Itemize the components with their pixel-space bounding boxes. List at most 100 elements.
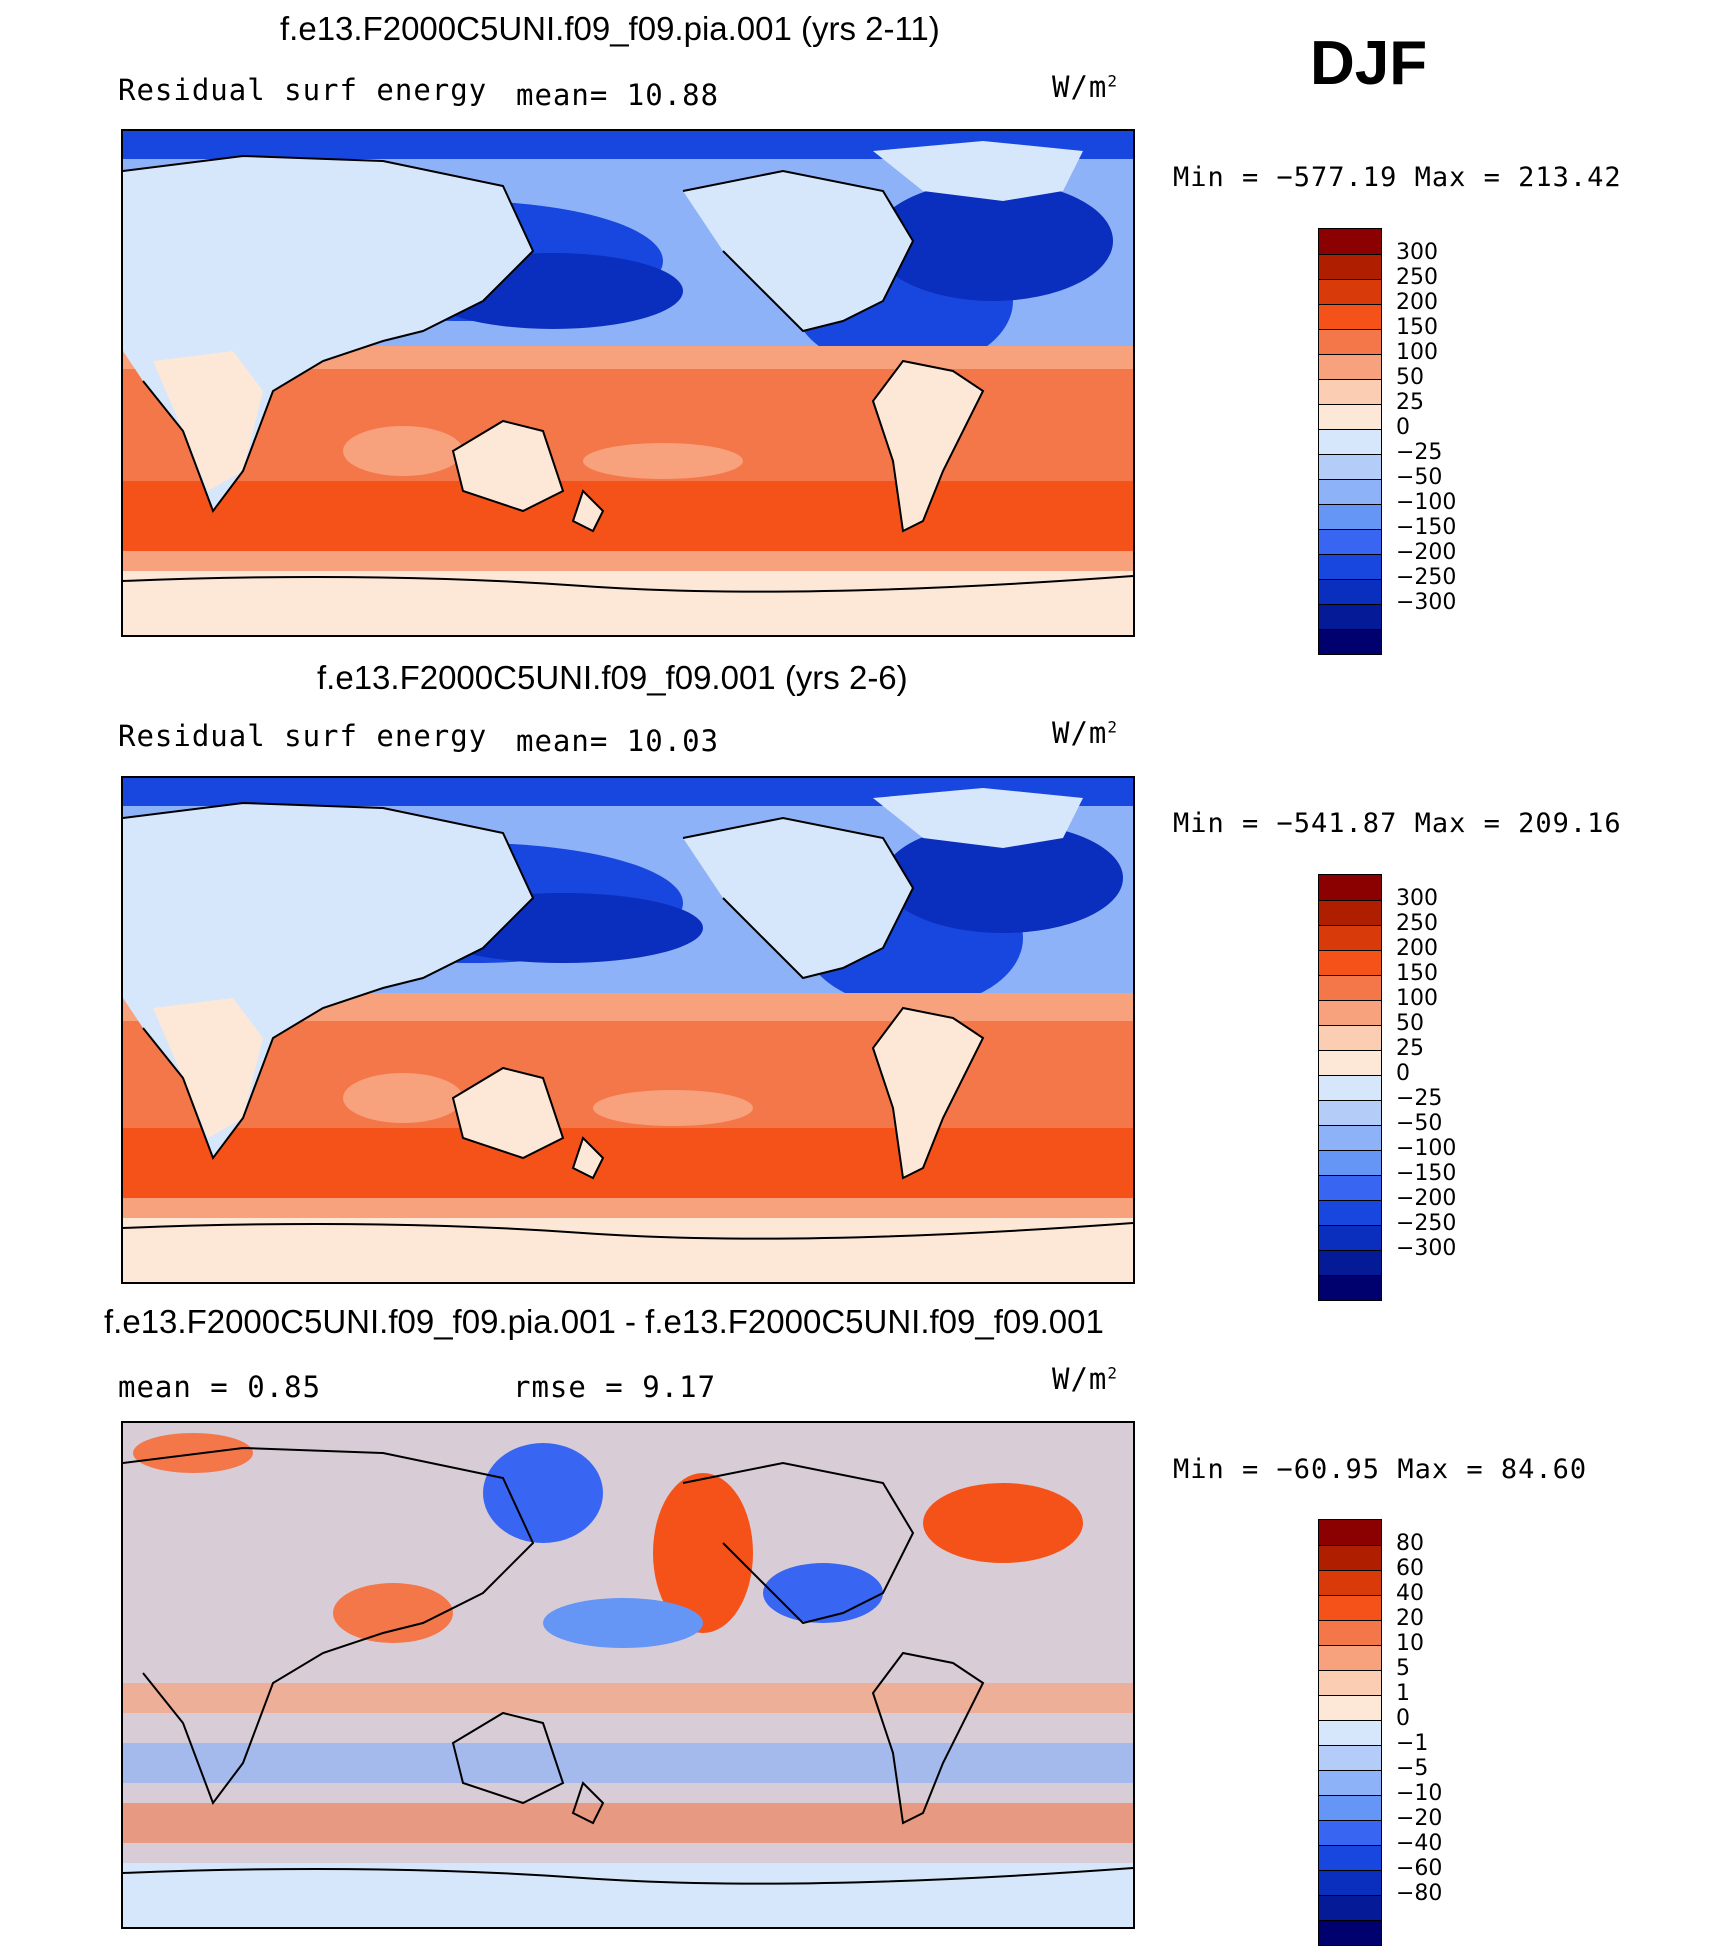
colorbar-tick-label: 150: [1396, 961, 1438, 986]
panel-title: f.e13.F2000C5UNI.f09_f09.001 (yrs 2-6): [317, 659, 908, 696]
colorbar-swatch: [1319, 554, 1381, 579]
colorbar-swatch: [1319, 1250, 1381, 1275]
colorbar-swatch: [1319, 429, 1381, 454]
colorbar-swatch: [1319, 1100, 1381, 1125]
colorbar-tick-label: −50: [1396, 1111, 1443, 1136]
colorbar-tick-label: 200: [1396, 936, 1438, 961]
colorbar-tick-label: −10: [1396, 1781, 1443, 1806]
colorbar-swatch: [1319, 1870, 1381, 1895]
colorbar-tick-label: 200: [1396, 290, 1438, 315]
colorbar-swatch: [1319, 1125, 1381, 1150]
colorbar-tick-label: 50: [1396, 1011, 1424, 1036]
colorbar-tick-label: 300: [1396, 240, 1438, 265]
colorbar-tick-label: 0: [1396, 1061, 1410, 1086]
colorbar-tick-label: −100: [1396, 490, 1457, 515]
colorbar-swatch: [1319, 254, 1381, 279]
colorbar-swatch: [1319, 504, 1381, 529]
colorbar-swatch: [1319, 1275, 1381, 1300]
colorbar-tick-label: −40: [1396, 1831, 1443, 1856]
colorbar-swatch: [1319, 1545, 1381, 1570]
colorbar-swatch: [1319, 1645, 1381, 1670]
colorbar-tick-label: −300: [1396, 1236, 1457, 1261]
colorbar-swatch: [1319, 454, 1381, 479]
colorbar-swatch: [1319, 1620, 1381, 1645]
min-max-label: Min = −60.95 Max = 84.60: [1173, 1454, 1588, 1485]
colorbar-tick-label: −5: [1396, 1756, 1429, 1781]
colorbar-swatch: [1319, 875, 1381, 900]
colorbar-tick-label: −200: [1396, 1186, 1457, 1211]
colorbar-swatch: [1319, 1845, 1381, 1870]
colorbar-swatch: [1319, 229, 1381, 254]
colorbar-swatch: [1319, 1025, 1381, 1050]
colorbar-tick-label: −100: [1396, 1136, 1457, 1161]
colorbar: 300 250 200 150 100 50 25 0 −25 −50 −100 −150 −200 −2…: [1318, 228, 1456, 655]
colorbar-tick-label: 150: [1396, 315, 1438, 340]
colorbar-tick-label: 250: [1396, 265, 1438, 290]
colorbar-tick-label: −150: [1396, 515, 1457, 540]
colorbar-swatch: [1319, 404, 1381, 429]
colorbar-tick-label: 80: [1396, 1531, 1424, 1556]
colorbar-tick-label: −80: [1396, 1881, 1443, 1906]
colorbar-swatch: [1319, 1595, 1381, 1620]
colorbar-swatch: [1319, 1570, 1381, 1595]
colorbar-swatch: [1319, 629, 1381, 654]
colorbar-tick-label: −25: [1396, 1086, 1443, 1111]
colorbar-swatch: [1319, 1075, 1381, 1100]
colorbar-swatch: [1319, 379, 1381, 404]
colorbar-swatch: [1319, 1695, 1381, 1720]
variable-label: Residual surf energy: [118, 719, 488, 753]
colorbar-tick-label: 25: [1396, 1036, 1424, 1061]
colorbar-tick-label: 0: [1396, 1706, 1410, 1731]
colorbar-swatch: [1319, 1670, 1381, 1695]
season-label: DJF: [1310, 29, 1428, 98]
colorbar-tick-label: 40: [1396, 1581, 1424, 1606]
colorbar-swatch: [1319, 900, 1381, 925]
colorbar-swatch: [1319, 1820, 1381, 1845]
colorbar-tick-label: 60: [1396, 1556, 1424, 1581]
colorbar-tick-label: 10: [1396, 1631, 1424, 1656]
colorbar-tick-label: 100: [1396, 986, 1438, 1011]
colorbar-tick-label: −250: [1396, 565, 1457, 590]
colorbar-swatch: [1319, 1920, 1381, 1945]
colorbar-swatch: [1319, 1720, 1381, 1745]
units-label: W/m2: [1052, 1362, 1119, 1396]
colorbar-swatch: [1319, 1745, 1381, 1770]
colorbar-swatch: [1319, 1150, 1381, 1175]
colorbar-tick-label: −1: [1396, 1731, 1429, 1756]
colorbar-tick-label: 250: [1396, 911, 1438, 936]
colorbar: 300 250 200 150 100 50 25 0 −25 −50 −100 −150 −200 −2…: [1318, 874, 1456, 1301]
panel-title: f.e13.F2000C5UNI.f09_f09.pia.001 (yrs 2-…: [280, 10, 940, 47]
mean-label: mean= 10.03: [516, 724, 720, 758]
colorbar-swatch: [1319, 1520, 1381, 1545]
colorbar-tick-label: −250: [1396, 1211, 1457, 1236]
colorbar-swatch: [1319, 279, 1381, 304]
colorbar-swatch: [1319, 975, 1381, 1000]
colorbar-swatch: [1319, 329, 1381, 354]
mean-label: mean = 0.85: [118, 1370, 322, 1404]
map-plot: [121, 776, 1135, 1284]
mean-label: mean= 10.88: [516, 78, 720, 112]
min-max-label: Min = −541.87 Max = 209.16: [1173, 808, 1622, 839]
units-label: W/m2: [1052, 70, 1119, 104]
colorbar-swatch: [1319, 1770, 1381, 1795]
colorbar-tick-label: −60: [1396, 1856, 1443, 1881]
colorbar-swatch: [1319, 1000, 1381, 1025]
rmse-label: rmse = 9.17: [513, 1370, 717, 1404]
colorbar-tick-label: 1: [1396, 1681, 1410, 1706]
colorbar-tick-label: 0: [1396, 415, 1410, 440]
colorbar-swatch: [1319, 1050, 1381, 1075]
colorbar-swatch: [1319, 1200, 1381, 1225]
units-label: W/m2: [1052, 716, 1119, 750]
colorbar-tick-label: −25: [1396, 440, 1443, 465]
colorbar-tick-label: 20: [1396, 1606, 1424, 1631]
panel-title: f.e13.F2000C5UNI.f09_f09.pia.001 - f.e13…: [104, 1303, 1104, 1340]
colorbar-tick-label: 5: [1396, 1656, 1410, 1681]
colorbar-tick-label: 25: [1396, 390, 1424, 415]
colorbar-tick-label: −50: [1396, 465, 1443, 490]
colorbar-tick-label: 300: [1396, 886, 1438, 911]
colorbar-swatch: [1319, 1895, 1381, 1920]
variable-label: Residual surf energy: [118, 73, 488, 107]
map-plot: [121, 129, 1135, 637]
colorbar-swatch: [1319, 529, 1381, 554]
colorbar-tick-label: −300: [1396, 590, 1457, 615]
